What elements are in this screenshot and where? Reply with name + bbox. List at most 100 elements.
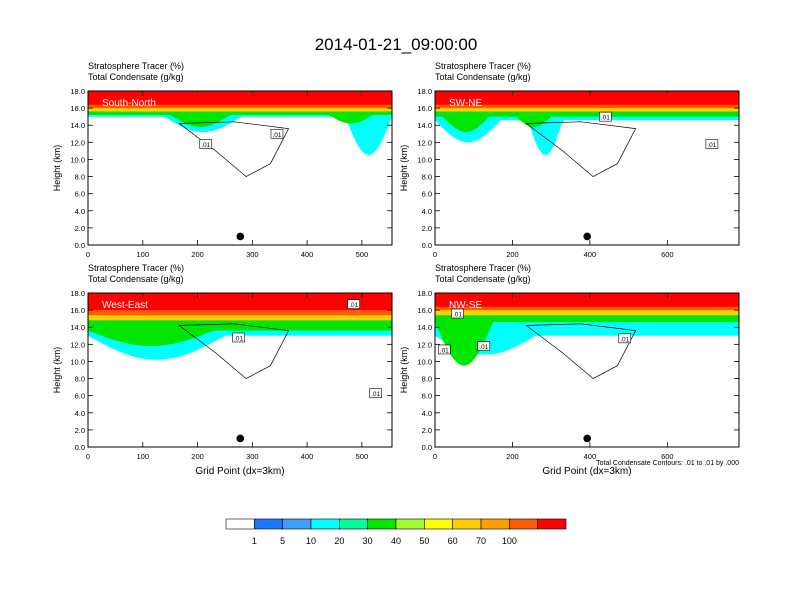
y-tick-label: 0.0 (75, 443, 85, 452)
y-tick-label: 0.0 (75, 241, 85, 250)
y-tick-label: 14.0 (70, 323, 85, 332)
x-tick-label: 400 (584, 250, 597, 259)
y-tick-label: 0.0 (422, 443, 432, 452)
y-tick-label: 16.0 (70, 104, 85, 113)
colorbar-box (537, 518, 567, 530)
y-tick-label: 2.0 (75, 224, 85, 233)
panel-title-line2: Total Condensate (g/kg) (88, 274, 184, 284)
colorbar-box (282, 518, 312, 530)
y-tick-label: 6.0 (75, 392, 85, 401)
y-tick-label: 10.0 (70, 155, 85, 164)
contour-label-box (347, 299, 360, 309)
contour-label: .01 (234, 335, 243, 342)
y-tick-label: 10.0 (70, 357, 85, 366)
y-axis-label: Height (km) (399, 145, 409, 192)
location-marker (583, 232, 591, 241)
colorbar-box (452, 518, 482, 530)
panel-0: .01 .01 South-North Stratosphere Tracer (%)… (52, 61, 393, 259)
y-tick-label: 18.0 (70, 87, 85, 96)
plot-area-2: .01 .01 .01 West-East (88, 293, 392, 447)
panel-label: West-East (102, 300, 148, 311)
y-tick-label: 12.0 (70, 340, 85, 349)
y-tick-label: 0.0 (422, 241, 432, 250)
contour-label-box (618, 333, 632, 344)
fill-level-100 (88, 293, 392, 311)
panel-title-line1: Stratosphere Tracer (%) (88, 263, 184, 273)
y-tick-label: 6.0 (422, 190, 432, 199)
y-tick-label: 4.0 (75, 207, 85, 216)
contour-label: .01 (620, 336, 629, 343)
panel-title-line2: Total Condensate (g/kg) (435, 274, 531, 284)
fill-level-100 (435, 293, 739, 307)
location-marker (236, 434, 245, 443)
location-marker (236, 232, 245, 241)
condensate-contour (525, 121, 637, 178)
y-tick-label: 16.0 (70, 306, 85, 315)
fill-level-100 (435, 91, 739, 105)
colorbar-label: 100 (502, 536, 517, 546)
panel-label: SW-NE (449, 98, 482, 109)
panel-title-line2: Total Condensate (g/kg) (435, 72, 531, 82)
panels: .01 .01 South-North Stratosphere Tracer (%)… (52, 61, 740, 477)
colorbar-label: 30 (363, 536, 373, 546)
y-tick-label: 4.0 (75, 409, 85, 418)
x-tick-label: 100 (137, 452, 150, 461)
contour-label-box (599, 111, 612, 122)
colorbar-label: 1 (252, 536, 257, 546)
colorbar-label: 50 (419, 536, 429, 546)
colorbar-label: 60 (448, 536, 458, 546)
x-tick-label: 300 (246, 452, 259, 461)
plot-frame (434, 292, 740, 448)
plot-frame (87, 90, 393, 246)
colorbar-label: 5 (280, 536, 285, 546)
contour-label-box (232, 332, 245, 343)
panel-title-line1: Stratosphere Tracer (%) (88, 61, 184, 71)
contour-label: .01 (272, 132, 281, 139)
plot-area-0: .01 .01 South-North (88, 91, 392, 245)
x-tick-label: 400 (301, 452, 314, 461)
x-tick-label: 0 (86, 250, 90, 259)
x-axis-label: Grid Point (dx=3km) (542, 466, 631, 477)
colorbar-box (395, 518, 425, 530)
x-tick-label: 0 (86, 452, 90, 461)
colorbar-box (310, 518, 340, 530)
colorbar: 1 5 10 20 30 40 50 60 70 100 (225, 518, 567, 546)
x-tick-label: 400 (301, 250, 314, 259)
colorbar-box (254, 518, 283, 530)
contour-label: .01 (707, 142, 716, 149)
condensate-contour (525, 323, 637, 380)
y-tick-label: 14.0 (417, 121, 432, 130)
contour-label: .01 (479, 344, 488, 351)
condensate-contour (178, 323, 290, 380)
contour-label: .01 (601, 115, 610, 122)
y-tick-label: 14.0 (70, 121, 85, 130)
y-tick-label: 6.0 (422, 392, 432, 401)
panel-1: .01 .01 SW-NE Stratosphere Tracer (%)Total … (399, 61, 740, 259)
colorbar-box (225, 518, 255, 530)
contour-label: .01 (349, 302, 358, 309)
y-axis-label: Height (km) (52, 347, 62, 394)
contour-label-box (199, 139, 213, 149)
y-tick-label: 14.0 (417, 323, 432, 332)
y-axis-label: Height (km) (52, 145, 62, 192)
y-tick-label: 12.0 (417, 340, 432, 349)
plot-frame (87, 292, 393, 448)
contour-label-box (705, 139, 719, 149)
y-tick-label: 8.0 (422, 173, 432, 182)
panel-title-line2: Total Condensate (g/kg) (88, 72, 184, 82)
panel-label: NW-SE (449, 300, 482, 311)
y-tick-label: 8.0 (422, 375, 432, 384)
y-tick-label: 8.0 (75, 173, 85, 182)
plot-frame (434, 90, 740, 246)
contour-label-box (369, 388, 382, 398)
y-tick-label: 12.0 (417, 138, 432, 147)
colorbar-box (367, 518, 397, 530)
colorbar-label: 10 (306, 536, 316, 546)
panel-2: .01 .01 .01 West-East Stratosphere Tracer (%… (52, 263, 393, 477)
contour-label-box (451, 308, 464, 319)
y-tick-label: 4.0 (422, 207, 432, 216)
y-tick-label: 10.0 (417, 155, 432, 164)
panel-title-line1: Stratosphere Tracer (%) (435, 263, 531, 273)
contour-label: .01 (201, 142, 210, 149)
